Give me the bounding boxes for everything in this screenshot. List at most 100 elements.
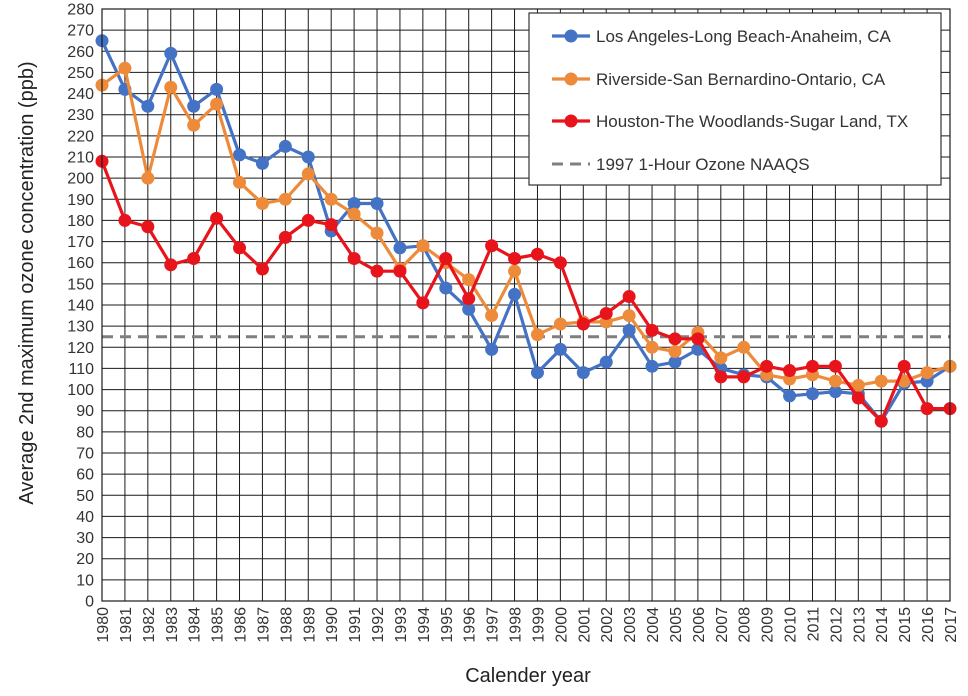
data-point — [714, 351, 728, 365]
data-point — [622, 323, 636, 337]
x-tick-label: 1985 — [210, 607, 227, 643]
data-point — [233, 175, 247, 189]
x-tick-label: 2016 — [920, 607, 937, 643]
x-tick-label: 1995 — [439, 607, 456, 643]
data-point — [347, 207, 361, 221]
data-point — [828, 385, 842, 399]
x-tick-label: 2009 — [760, 607, 777, 643]
data-point — [851, 378, 865, 392]
data-point — [118, 61, 132, 75]
y-tick-label: 140 — [67, 298, 94, 315]
legend-label: Houston-The Woodlands-Sugar Land, TX — [596, 112, 908, 131]
data-point — [668, 355, 682, 369]
legend: Los Angeles-Long Beach-Anaheim, CA Rivers… — [528, 12, 942, 186]
x-tick-label: 1998 — [508, 607, 525, 643]
y-axis-title: Average 2nd maximum ozone concentration … — [16, 61, 38, 504]
x-tick-label: 1992 — [370, 607, 387, 643]
x-tick-label: 2017 — [943, 607, 960, 643]
data-point — [645, 359, 659, 373]
y-tick-label: 260 — [67, 44, 94, 61]
data-point — [255, 156, 269, 170]
y-tick-label: 200 — [67, 171, 94, 188]
legend-label: 1997 1-Hour Ozone NAAQS — [596, 155, 810, 174]
data-point — [164, 80, 178, 94]
x-tick-label: 2011 — [805, 607, 822, 642]
data-point — [278, 192, 292, 206]
data-point — [439, 251, 453, 265]
data-point — [530, 366, 544, 380]
data-point — [210, 82, 224, 96]
x-tick-label: 2014 — [874, 607, 891, 643]
x-tick-label: 1981 — [118, 607, 135, 643]
y-tick-label: 60 — [76, 467, 94, 484]
data-point — [920, 402, 934, 416]
data-point — [233, 241, 247, 255]
data-point — [599, 355, 613, 369]
data-point — [874, 414, 888, 428]
data-point — [301, 167, 315, 181]
data-point — [576, 317, 590, 331]
data-point — [370, 226, 384, 240]
y-tick-label: 20 — [76, 551, 94, 568]
data-point — [851, 391, 865, 405]
data-point — [255, 262, 269, 276]
data-point — [553, 256, 567, 270]
x-tick-label: 2013 — [851, 607, 868, 643]
data-point — [324, 192, 338, 206]
data-point — [118, 213, 132, 227]
data-point — [508, 251, 522, 265]
x-tick-label: 1990 — [324, 607, 341, 643]
data-point — [508, 264, 522, 278]
x-tick-label: 1991 — [347, 607, 364, 643]
y-tick-label: 280 — [67, 2, 94, 19]
x-tick-label: 1982 — [141, 607, 158, 643]
y-tick-label: 110 — [68, 361, 94, 378]
data-point — [278, 230, 292, 244]
x-tick-label: 2008 — [737, 607, 754, 643]
data-point — [233, 148, 247, 162]
x-tick-label: 1997 — [485, 607, 502, 643]
y-tick-label: 120 — [67, 340, 94, 357]
y-tick-label: 130 — [67, 319, 94, 336]
data-point — [576, 366, 590, 380]
legend-box — [528, 12, 942, 186]
data-point — [164, 258, 178, 272]
x-tick-label: 2015 — [897, 607, 914, 643]
data-point — [783, 389, 797, 403]
y-tick-label: 210 — [67, 150, 94, 167]
data-point — [439, 281, 453, 295]
x-tick-label: 1980 — [95, 607, 112, 643]
data-point — [255, 197, 269, 211]
data-point — [393, 264, 407, 278]
data-point — [485, 342, 499, 356]
data-point — [668, 345, 682, 359]
legend-label: Los Angeles-Long Beach-Anaheim, CA — [596, 27, 892, 46]
x-tick-label: 2000 — [553, 607, 570, 643]
series-3 — [95, 154, 957, 428]
y-tick-label: 40 — [76, 509, 94, 526]
x-tick-label: 1987 — [255, 607, 272, 643]
y-tick-label: 90 — [76, 403, 94, 420]
data-point — [553, 317, 567, 331]
y-tick-label: 70 — [76, 446, 94, 463]
y-tick-label: 30 — [76, 530, 94, 547]
data-point — [187, 251, 201, 265]
x-tick-label: 1996 — [462, 607, 479, 643]
x-tick-label: 2001 — [576, 607, 593, 643]
data-point — [714, 370, 728, 384]
data-point — [530, 328, 544, 342]
x-tick-label: 1986 — [233, 607, 250, 643]
y-tick-label: 270 — [67, 23, 94, 40]
axes: 0 10 20 30 40 50 60 70 80 90 100 110 120 130 140 150 160… — [67, 2, 960, 643]
y-tick-label: 10 — [76, 572, 94, 589]
data-point — [347, 197, 361, 211]
x-tick-label: 1989 — [301, 607, 318, 643]
data-point — [141, 220, 155, 234]
x-tick-label: 2012 — [828, 607, 845, 643]
series-layer — [95, 34, 957, 428]
x-tick-label: 2006 — [691, 607, 708, 643]
legend-marker — [564, 72, 578, 86]
data-point — [462, 273, 476, 287]
data-point — [370, 197, 384, 211]
